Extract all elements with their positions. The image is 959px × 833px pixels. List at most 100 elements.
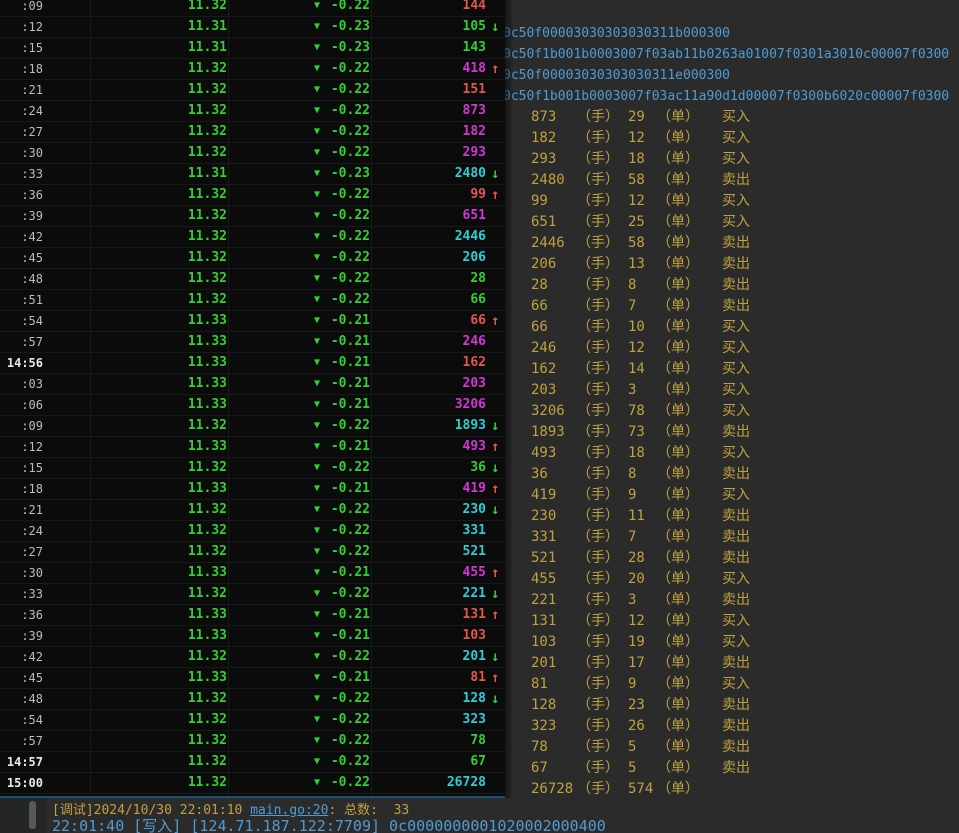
- orders-label: （单）: [657, 256, 699, 272]
- hands-label: （手）: [577, 319, 619, 335]
- trade-direction: 买入: [722, 193, 750, 209]
- tick-row[interactable]: :57 11.32 ▼ -0.22 78: [0, 731, 505, 752]
- tick-row[interactable]: :48 11.32 ▼ -0.22 128 ↓: [0, 689, 505, 710]
- scrollbar-thumb[interactable]: [29, 801, 36, 829]
- trade-time: :42: [21, 230, 43, 244]
- tick-row[interactable]: :30 11.33 ▼ -0.21 455 ↑: [0, 563, 505, 584]
- trade-change: -0.22: [330, 544, 370, 559]
- trade-time: :48: [21, 692, 43, 706]
- console-gutter: [0, 797, 46, 833]
- trade-change: -0.21: [330, 670, 370, 685]
- hands-label: （手）: [577, 634, 619, 650]
- trade-direction: 卖出: [722, 697, 750, 713]
- trade-price: 11.32: [187, 208, 227, 223]
- down-triangle-icon: ▼: [314, 315, 321, 326]
- down-arrow-icon: ↓: [491, 19, 500, 35]
- tick-row[interactable]: :09 11.32 ▼ -0.22 144: [0, 0, 505, 17]
- tick-row[interactable]: :42 11.32 ▼ -0.22 2446: [0, 227, 505, 248]
- tick-row[interactable]: 14:56 11.33 ▼ -0.21 162: [0, 353, 505, 374]
- trade-time: :21: [21, 503, 43, 517]
- trade-volume-hands: 521: [531, 550, 557, 566]
- trade-change: -0.22: [330, 754, 370, 769]
- tick-row[interactable]: :51 11.32 ▼ -0.22 66: [0, 290, 505, 311]
- trade-volume-hands: 99: [531, 193, 548, 209]
- tick-row[interactable]: :54 11.32 ▼ -0.22 323: [0, 710, 505, 731]
- tick-row[interactable]: :33 11.31 ▼ -0.23 2480 ↓: [0, 164, 505, 185]
- trade-time: :21: [21, 83, 43, 97]
- tick-row[interactable]: :12 11.31 ▼ -0.23 105 ↓: [0, 17, 505, 38]
- trade-price: 11.32: [187, 523, 227, 538]
- trade-direction: 买入: [722, 571, 750, 587]
- orders-label: （单）: [657, 697, 699, 713]
- orders-label: （单）: [657, 655, 699, 671]
- trade-price: 11.32: [187, 124, 227, 139]
- trade-price: 11.31: [187, 166, 227, 181]
- tick-row[interactable]: :21 11.32 ▼ -0.22 151: [0, 80, 505, 101]
- console-trade-row: 3206 （手） 78 （单） 买入: [505, 401, 959, 422]
- tick-row[interactable]: :06 11.33 ▼ -0.21 3206: [0, 395, 505, 416]
- tick-row[interactable]: :27 11.32 ▼ -0.22 521: [0, 542, 505, 563]
- trade-volume: 521: [462, 544, 486, 559]
- tick-row[interactable]: :57 11.33 ▼ -0.21 246: [0, 332, 505, 353]
- trade-volume: 66: [470, 313, 486, 328]
- order-count: 14: [628, 361, 645, 377]
- trade-volume: 221: [462, 586, 486, 601]
- tick-row[interactable]: :39 11.32 ▼ -0.22 651: [0, 206, 505, 227]
- debug-log-line: [调试]2024/10/30 22:01:10 main.go:20: 总数: …: [52, 799, 409, 818]
- trade-change: -0.22: [330, 775, 370, 790]
- console-trade-row: 521 （手） 28 （单） 卖出: [505, 548, 959, 569]
- trade-change: -0.22: [330, 292, 370, 307]
- tick-row[interactable]: :36 11.33 ▼ -0.21 131 ↑: [0, 605, 505, 626]
- tick-row[interactable]: :54 11.33 ▼ -0.21 66 ↑: [0, 311, 505, 332]
- tick-row[interactable]: :42 11.32 ▼ -0.22 201 ↓: [0, 647, 505, 668]
- trade-price: 11.33: [187, 670, 227, 685]
- tick-row[interactable]: :45 11.32 ▼ -0.22 206: [0, 248, 505, 269]
- tick-row[interactable]: :27 11.32 ▼ -0.22 182: [0, 122, 505, 143]
- trade-change: -0.23: [330, 19, 370, 34]
- tick-row[interactable]: :15 11.32 ▼ -0.22 36 ↓: [0, 458, 505, 479]
- trade-price: 11.33: [187, 481, 227, 496]
- tick-row[interactable]: :15 11.31 ▼ -0.23 143: [0, 38, 505, 59]
- down-triangle-icon: ▼: [314, 168, 321, 179]
- trade-price: 11.32: [187, 271, 227, 286]
- trade-time: :15: [21, 41, 43, 55]
- console-trade-row: 99 （手） 12 （单） 买入: [505, 191, 959, 212]
- tick-row[interactable]: 14:57 11.32 ▼ -0.22 67: [0, 752, 505, 773]
- tick-row[interactable]: :21 11.32 ▼ -0.22 230 ↓: [0, 500, 505, 521]
- hands-label: （手）: [577, 571, 619, 587]
- order-count: 11: [628, 508, 645, 524]
- tick-row[interactable]: :36 11.32 ▼ -0.22 99 ↑: [0, 185, 505, 206]
- tick-row[interactable]: :45 11.33 ▼ -0.21 81 ↑: [0, 668, 505, 689]
- tick-row[interactable]: :24 11.32 ▼ -0.22 873: [0, 101, 505, 122]
- up-arrow-icon: ↑: [491, 187, 500, 203]
- trade-price: 11.33: [187, 397, 227, 412]
- tick-row[interactable]: :30 11.32 ▼ -0.22 293: [0, 143, 505, 164]
- tick-row[interactable]: :24 11.32 ▼ -0.22 331: [0, 521, 505, 542]
- console-trade-row: 246 （手） 12 （单） 买入: [505, 338, 959, 359]
- tick-row[interactable]: :18 11.32 ▼ -0.22 418 ↑: [0, 59, 505, 80]
- tick-row[interactable]: :03 11.33 ▼ -0.21 203: [0, 374, 505, 395]
- write-log-line: 22:01:40 [写入] [124.71.187.122:7709] 0c00…: [52, 817, 606, 833]
- console-trade-row: 455 （手） 20 （单） 买入: [505, 569, 959, 590]
- trade-direction: 买入: [722, 319, 750, 335]
- tick-row[interactable]: :48 11.32 ▼ -0.22 28: [0, 269, 505, 290]
- order-count: 7: [628, 298, 637, 314]
- tick-row[interactable]: :18 11.33 ▼ -0.21 419 ↑: [0, 479, 505, 500]
- tick-row[interactable]: :39 11.33 ▼ -0.21 103: [0, 626, 505, 647]
- trade-price: 11.32: [187, 544, 227, 559]
- tick-row[interactable]: 15:00 11.32 ▼ -0.22 26728: [0, 773, 505, 794]
- tick-row[interactable]: :12 11.33 ▼ -0.21 493 ↑: [0, 437, 505, 458]
- trade-price: 11.32: [187, 649, 227, 664]
- source-file-link[interactable]: main.go:20: [250, 803, 329, 818]
- trade-time: :18: [21, 482, 43, 496]
- trade-price: 11.33: [187, 334, 227, 349]
- tick-row[interactable]: :33 11.32 ▼ -0.22 221 ↓: [0, 584, 505, 605]
- trade-price: 11.32: [187, 103, 227, 118]
- order-count: 18: [628, 445, 645, 461]
- order-count: 73: [628, 424, 645, 440]
- trade-volume: 203: [462, 376, 486, 391]
- tick-row[interactable]: :09 11.32 ▼ -0.22 1893 ↓: [0, 416, 505, 437]
- down-triangle-icon: ▼: [314, 777, 321, 788]
- down-triangle-icon: ▼: [314, 210, 321, 221]
- trade-volume-hands: 36: [531, 466, 548, 482]
